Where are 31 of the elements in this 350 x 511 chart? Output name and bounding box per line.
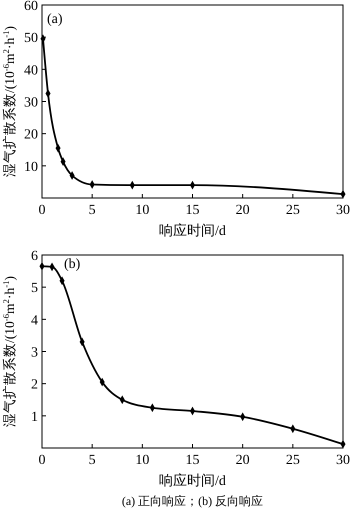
x-tick-label: 15	[186, 203, 200, 218]
x-tick-label: 30	[336, 453, 350, 468]
x-tick-label: 25	[286, 203, 300, 218]
x-tick-label: 10	[135, 453, 150, 468]
y-tick-label: 3	[31, 346, 38, 360]
x-tick-label: 0	[38, 453, 46, 468]
x-tick-label: 0	[38, 203, 46, 218]
x-tick-label: 10	[135, 203, 150, 218]
y-tick-label: 20	[24, 128, 38, 143]
x-axis-title: 响应时间/d	[159, 473, 226, 489]
x-tick-label: 30	[336, 203, 350, 218]
y-tick-label: 60	[24, 0, 38, 14]
x-tick-label: 15	[186, 453, 200, 468]
y-tick-label: 5	[31, 281, 38, 296]
y-tick-label: 2	[31, 378, 38, 393]
x-tick-label: 5	[88, 453, 96, 468]
annotation: (a)	[47, 12, 63, 27]
annotation: (b)	[64, 257, 81, 272]
x-tick-label: 20	[236, 453, 250, 468]
y-tick-label: 50	[24, 31, 38, 46]
y-tick-label: 1	[31, 410, 38, 425]
x-tick-label: 25	[286, 453, 300, 468]
y-tick-label: 6	[31, 249, 38, 264]
y-tick-label: 10	[24, 160, 38, 175]
y-tick-label: 4	[31, 313, 38, 328]
y-tick-label: 40	[24, 63, 38, 78]
x-tick-label: 5	[88, 203, 96, 218]
x-tick-label: 20	[236, 203, 250, 218]
y-tick-label: 30	[24, 96, 38, 110]
x-axis-title: 响应时间/d	[159, 223, 226, 239]
text: (a) 正向响应；(b) 反向响应	[122, 494, 264, 508]
